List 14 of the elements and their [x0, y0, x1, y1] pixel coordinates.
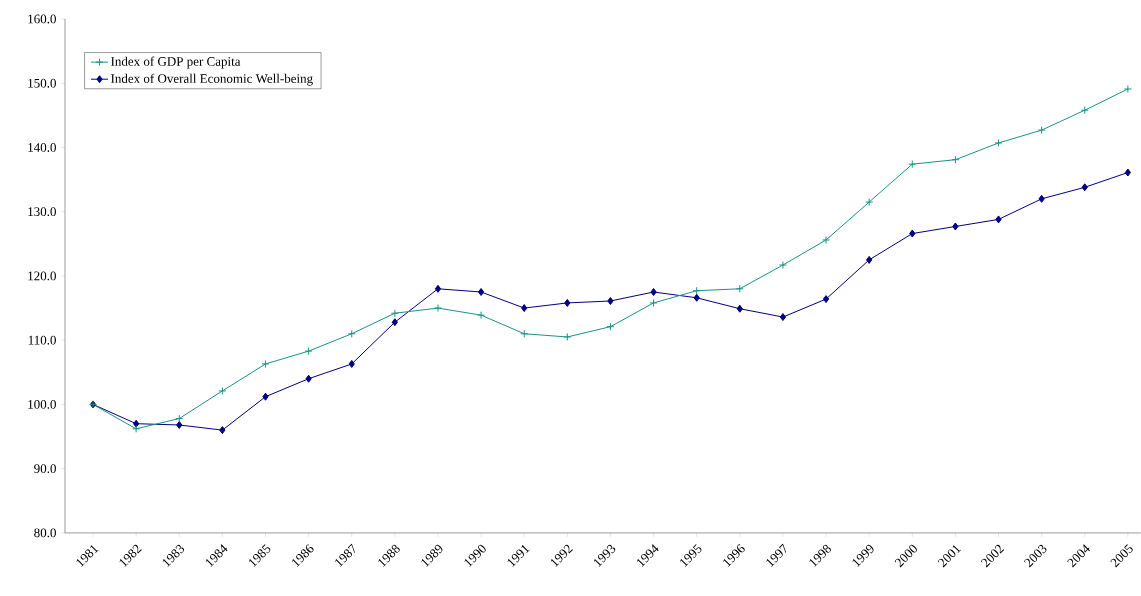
legend-label: Index of GDP per Capita: [111, 56, 241, 69]
x-tick-label: 1991: [507, 545, 530, 568]
y-tick-label: 90.0: [34, 464, 56, 474]
y-tick-label: 160.0: [28, 14, 56, 24]
x-tick-label: 1993: [593, 544, 616, 568]
y-tick-label: 120.0: [28, 271, 56, 281]
y-tick-label: 140.0: [28, 143, 56, 152]
x-tick-label: 1981: [76, 545, 99, 568]
y-tick-label: 100.0: [28, 400, 56, 409]
legend-label: Index of Overall Economic Well-being: [111, 73, 313, 86]
y-tick-label: 130.0: [28, 207, 56, 217]
y-tick-label: 110.0: [28, 335, 56, 345]
y-tick-label: 80.0: [34, 528, 56, 538]
y-tick-label: 150.0: [28, 78, 56, 88]
